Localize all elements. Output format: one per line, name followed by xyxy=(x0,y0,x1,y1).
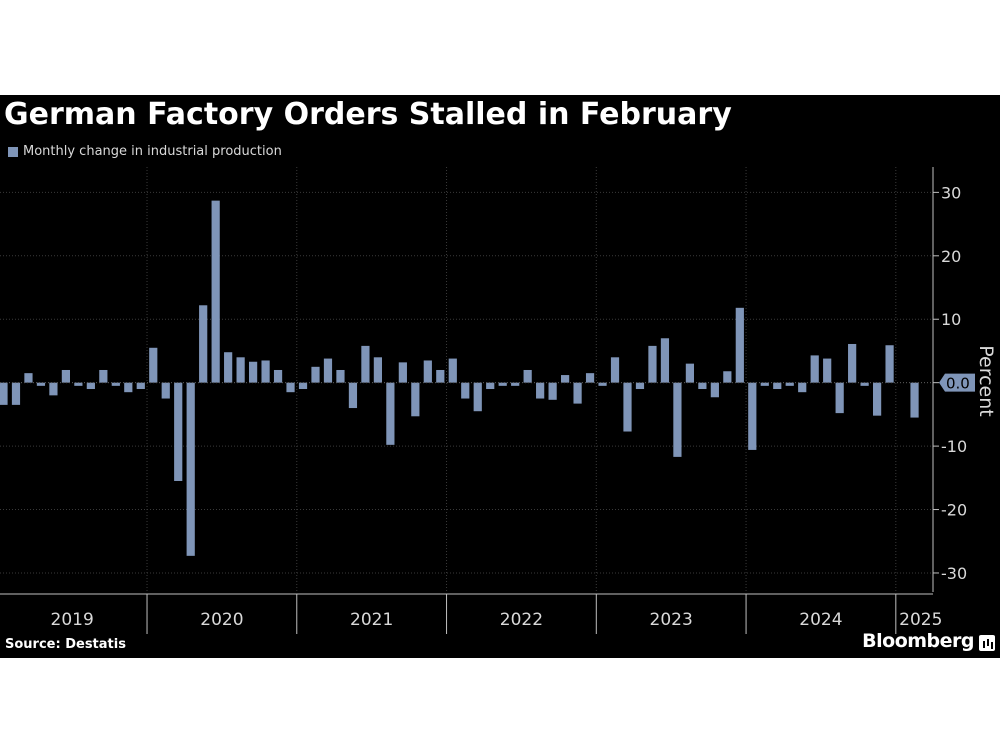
data-bar xyxy=(623,382,632,432)
data-bar xyxy=(386,382,395,445)
data-bar xyxy=(323,358,333,383)
y-axis-title: Percent xyxy=(975,345,997,417)
data-bar xyxy=(635,382,645,390)
data-bar xyxy=(498,382,507,386)
data-bar xyxy=(236,357,245,383)
data-bar xyxy=(685,363,694,383)
data-bar xyxy=(536,382,545,399)
y-tick-label: -10 xyxy=(941,437,967,456)
data-bar xyxy=(273,369,283,383)
data-bar xyxy=(835,382,844,414)
data-bar xyxy=(336,369,345,383)
data-bar xyxy=(448,358,457,383)
y-tick-label: 30 xyxy=(941,183,961,202)
data-bar xyxy=(511,382,520,386)
data-bar xyxy=(486,382,495,390)
data-bar xyxy=(49,382,58,396)
data-bar xyxy=(174,382,183,481)
data-bar xyxy=(873,382,882,416)
data-bar xyxy=(86,382,95,390)
legend-label: Monthly change in industrial production xyxy=(23,144,282,159)
data-bar xyxy=(211,200,220,383)
data-bar xyxy=(199,305,208,383)
y-tick-label: -30 xyxy=(941,564,967,583)
data-bar xyxy=(860,382,869,386)
data-bar xyxy=(735,307,744,383)
x-year-label: 2019 xyxy=(51,610,94,630)
data-bar xyxy=(36,382,46,386)
data-bar xyxy=(785,382,794,386)
data-bar xyxy=(11,382,21,405)
bar-chart: 30 20 10 -10 -20 -30 0.0 Percent 2019 2020 2021 202… xyxy=(0,167,997,634)
x-year-label: 2023 xyxy=(650,610,693,630)
data-bar xyxy=(823,358,832,383)
data-bar xyxy=(548,382,557,400)
data-bar xyxy=(136,382,145,390)
data-bar xyxy=(710,382,719,398)
x-year-label: 2025 xyxy=(899,610,942,630)
legend-swatch xyxy=(8,146,18,157)
data-bar xyxy=(461,382,470,399)
data-bar xyxy=(186,382,195,556)
data-bar xyxy=(810,355,819,383)
chart-title: German Factory Orders Stalled in Februar… xyxy=(4,97,732,132)
x-year-label: 2021 xyxy=(350,610,393,630)
data-bar xyxy=(161,382,170,399)
data-bar xyxy=(573,382,582,404)
data-bar xyxy=(124,382,133,393)
data-bar xyxy=(773,382,782,390)
data-bar xyxy=(348,382,358,409)
data-bar xyxy=(523,369,532,383)
data-bar xyxy=(598,382,607,386)
data-bar xyxy=(798,382,807,393)
chart-legend: Monthly change in industrial production xyxy=(8,144,282,159)
data-bar xyxy=(249,361,258,383)
data-bar xyxy=(286,382,295,393)
x-year-label: 2020 xyxy=(200,610,243,630)
data-bar xyxy=(698,382,707,390)
last-value-tag xyxy=(939,373,975,392)
x-year-label: 2022 xyxy=(500,610,543,630)
data-bar xyxy=(311,366,320,383)
data-bar xyxy=(361,345,370,383)
y-tick-label: 10 xyxy=(941,310,961,329)
data-bar xyxy=(760,382,769,386)
data-bar xyxy=(261,360,270,383)
data-bar xyxy=(473,382,482,412)
x-year-label: 2024 xyxy=(799,610,842,630)
data-bar xyxy=(885,345,894,383)
data-bar xyxy=(673,382,682,457)
data-bar xyxy=(748,382,757,450)
data-bar xyxy=(111,382,120,386)
data-bar xyxy=(298,382,308,390)
data-bar xyxy=(398,362,407,383)
source-label: Source: Destatis xyxy=(5,637,126,652)
data-bar xyxy=(74,382,83,386)
y-tick-label: -20 xyxy=(941,501,967,520)
data-bar xyxy=(848,343,857,383)
data-bar xyxy=(423,360,432,383)
bloomberg-chart-icon xyxy=(979,635,995,651)
data-bar xyxy=(411,382,420,417)
data-bar xyxy=(561,375,570,383)
data-bar xyxy=(224,352,233,383)
data-bar xyxy=(436,369,445,383)
data-bar xyxy=(373,357,382,383)
data-bar xyxy=(585,373,595,383)
data-bar xyxy=(910,382,919,418)
data-bar xyxy=(660,338,670,383)
data-bar xyxy=(149,347,158,383)
data-bar xyxy=(99,369,108,383)
data-bar xyxy=(723,371,732,383)
chart-panel: German Factory Orders Stalled in Februar… xyxy=(0,95,1000,658)
bloomberg-logo: Bloomberg xyxy=(862,630,974,652)
y-tick-label: 20 xyxy=(941,247,961,266)
data-bar xyxy=(610,357,620,383)
last-value-label: 0.0 xyxy=(946,375,970,393)
data-bar xyxy=(24,373,33,383)
data-bar xyxy=(648,345,657,383)
data-bar xyxy=(61,369,70,383)
data-bar xyxy=(0,382,8,405)
